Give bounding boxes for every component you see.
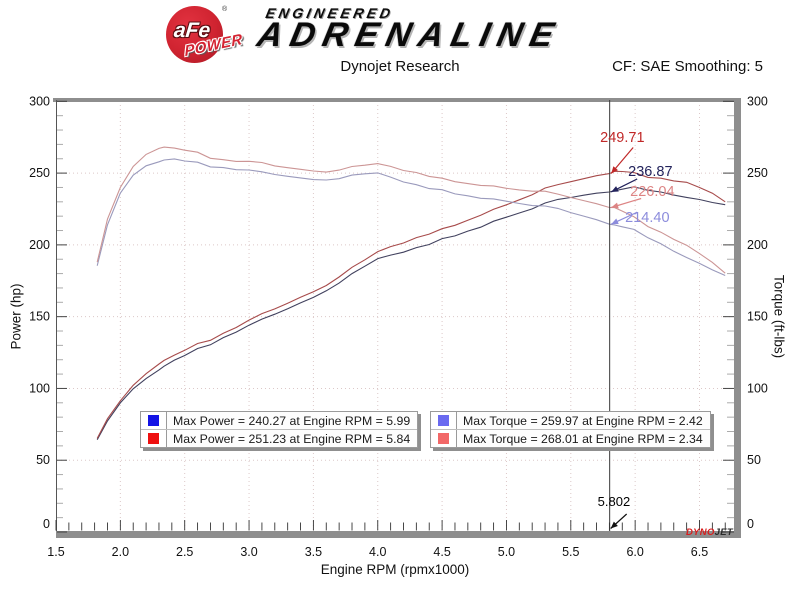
x-tick-label: 5.0 [498, 545, 515, 559]
power-red-swatch [148, 433, 159, 444]
x-tick-label: 6.5 [691, 545, 708, 559]
x-tick-label: 3.5 [305, 545, 322, 559]
chart-title: Dynojet Research [340, 58, 460, 75]
bottom-axis-bar [56, 531, 741, 538]
y-tick-label-left: 200 [29, 238, 50, 252]
curve [96, 170, 726, 439]
y-tick-label-right: 0 [747, 517, 754, 531]
x-tick-label: 2.0 [112, 545, 129, 559]
x-tick-label: 6.0 [626, 545, 643, 559]
torque-blue-swatch [438, 415, 449, 426]
dynojet-logo: DYNOJET [686, 527, 733, 538]
dynojet-logo-dyno: DYNO [686, 527, 715, 538]
y-tick-label-left: 300 [29, 94, 50, 108]
x-tick-label: 1.5 [47, 545, 64, 559]
y-tick-label-right: 300 [747, 94, 768, 108]
legend-swatch-cell [431, 430, 457, 447]
legend-item: Max Power = 240.27 at Engine RPM = 5.99 [141, 412, 417, 429]
curve [96, 146, 726, 274]
legend-torque: Max Torque = 259.97 at Engine RPM = 2.42… [430, 411, 711, 448]
right-axis-bar [734, 98, 741, 538]
x-axis-title: Engine RPM (rpmx1000) [320, 562, 470, 577]
y-tick-label-right: 200 [747, 238, 768, 252]
y-tick-label-right: 150 [747, 310, 768, 324]
dynojet-logo-jet: JET [714, 527, 733, 538]
y-tick-label-left: 0 [43, 517, 50, 531]
y-tick-label-right: 250 [747, 166, 768, 180]
top-axis-bar [53, 98, 741, 102]
x-tick-label: 4.5 [433, 545, 450, 559]
y-tick-label-right: 100 [747, 381, 768, 395]
x-tick-label: 5.5 [562, 545, 579, 559]
legend-swatch-cell [431, 412, 457, 429]
x-tick-label: 2.5 [176, 545, 193, 559]
y-tick-label-right: 50 [747, 453, 761, 467]
power-blue-swatch [148, 415, 159, 426]
registered-mark: ® [222, 6, 228, 13]
legend-label: Max Power = 240.27 at Engine RPM = 5.99 [173, 413, 411, 428]
cursor-readout-2: 226.04 [630, 184, 675, 201]
cursor-readout-3: 214.40 [625, 210, 670, 227]
curve [96, 158, 726, 277]
cursor-readout-0: 249.71 [600, 129, 645, 146]
y-tick-label-left: 50 [36, 453, 50, 467]
legend-item: Max Torque = 259.97 at Engine RPM = 2.42 [431, 412, 710, 429]
cursor-rpm-label: 5.802 [597, 494, 631, 509]
legend-power: Max Power = 240.27 at Engine RPM = 5.99 … [140, 411, 419, 448]
x-tick-label: 3.0 [240, 545, 257, 559]
x-tick-label: 4.0 [369, 545, 386, 559]
legend-label: Max Power = 251.23 at Engine RPM = 5.84 [173, 431, 411, 446]
legend-swatch-cell [141, 412, 167, 429]
cursor-readout-1: 236.87 [628, 163, 673, 180]
legend-label: Max Torque = 259.97 at Engine RPM = 2.42 [463, 413, 703, 428]
afe-power-logo: aFe [166, 6, 223, 63]
curve [96, 186, 726, 440]
torque-red-swatch [438, 433, 449, 444]
y-tick-label-left: 250 [29, 166, 50, 180]
legend-label: Max Torque = 268.01 at Engine RPM = 2.34 [463, 431, 703, 446]
legend-swatch-cell [141, 430, 167, 447]
legend-item: Max Power = 251.23 at Engine RPM = 5.84 [141, 429, 418, 447]
y-tick-label-left: 150 [29, 310, 50, 324]
y-tick-label-left: 100 [29, 381, 50, 395]
legend-item: Max Torque = 268.01 at Engine RPM = 2.34 [431, 429, 710, 447]
smoothing-setting: CF: SAE Smoothing: 5 [612, 58, 763, 75]
